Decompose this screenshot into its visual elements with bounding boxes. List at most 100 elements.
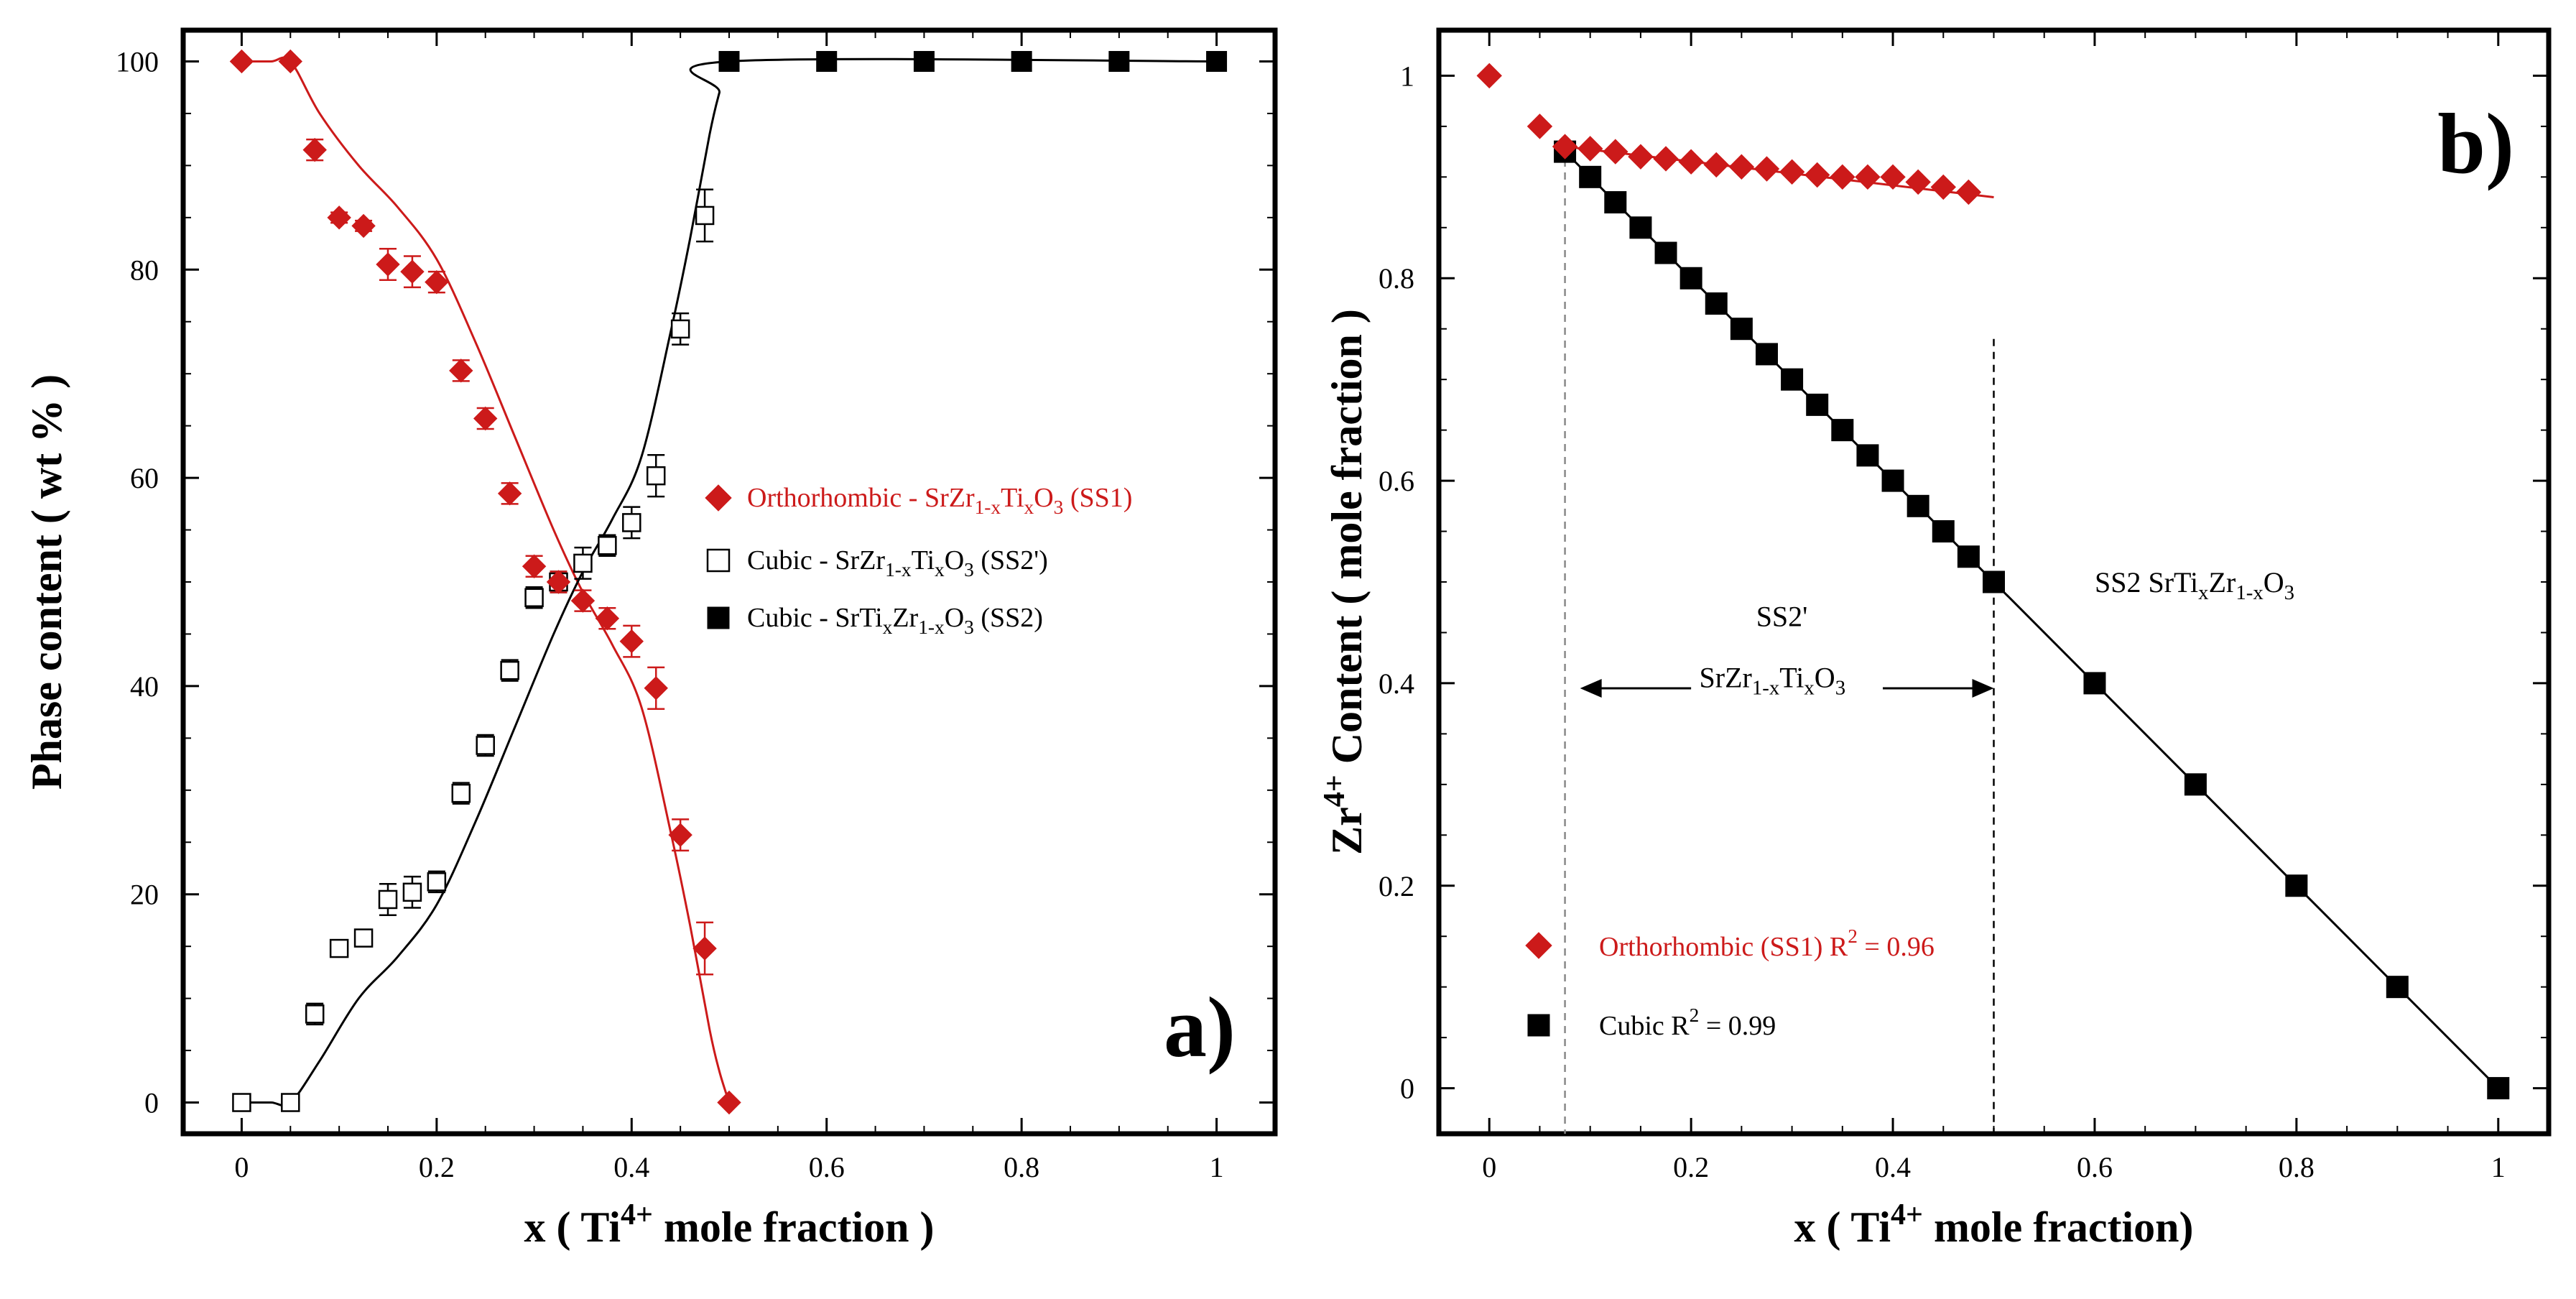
cubic-point	[1781, 368, 1804, 391]
legend-label-ss1-part: O	[1034, 483, 1053, 513]
x-axis-title-part: x ( Ti	[1794, 1203, 1891, 1251]
ss1-point	[692, 936, 717, 961]
legend-label-ss1-part: 1-x	[975, 496, 1001, 518]
legend-label-cubic-part: Cubic R	[1599, 1011, 1690, 1041]
legend-marker-ss1	[1525, 932, 1552, 959]
y-tick-label: 0.4	[1379, 667, 1414, 700]
panel-label: a)	[1164, 979, 1236, 1075]
ss1-point	[619, 629, 644, 654]
legend-label-ss1-part: Orthorhombic - SrZr	[747, 483, 975, 513]
ss2-point	[913, 50, 935, 72]
legend: Orthorhombic - SrZr1-xTixO3 (SS1)Cubic -…	[705, 483, 1132, 638]
x-tick-label: 0.4	[613, 1151, 649, 1183]
cubic-point	[2285, 874, 2308, 897]
ss1-point	[302, 137, 327, 162]
legend-label-ss1-part: (SS1)	[1063, 483, 1132, 513]
panel-label: b)	[2437, 96, 2514, 191]
cubic-point	[1730, 318, 1753, 341]
panel-b: 0 0.2 0.4 0.6 0.8 100.20.40.60.81x ( Ti4+ mol…	[1318, 27, 2552, 1251]
ss1-point	[1930, 174, 1956, 200]
ss2p-point	[476, 736, 495, 755]
ss2-point	[718, 50, 740, 72]
legend-label-ss2-part: Cubic - SrTi	[747, 603, 883, 633]
legend-label-ss2-part: 3	[964, 616, 974, 638]
ss1-point	[1703, 152, 1729, 178]
ss1-point	[327, 205, 351, 230]
ss2p-point	[329, 938, 349, 958]
ss1-point	[1603, 139, 1628, 165]
ss1-point	[570, 588, 596, 613]
x-axis-title: x ( Ti4+ mole fraction )	[524, 1198, 935, 1251]
legend-label-cubic-part: 2	[1690, 1004, 1700, 1026]
y-axis-title: Phase content ( wt % )	[23, 374, 70, 790]
x-axis-title-sup: 4+	[621, 1198, 653, 1231]
panel-a: 0 0.2 0.4 0.6 0.8 1 0 20 40 60 80 100 x ( Ti4+ mole …	[23, 27, 1278, 1251]
legend-label-ss1: Orthorhombic (SS1) R2 = 0.96	[1599, 925, 1935, 962]
legend-label-ss1-part: 2	[1848, 925, 1858, 947]
cubic-point	[1755, 343, 1778, 366]
legend-label-ss1-part: Ti	[1001, 483, 1024, 513]
legend-marker-ss1	[705, 484, 732, 512]
ss1-point	[1678, 149, 1704, 175]
y-tick-label: 0.8	[1379, 262, 1414, 295]
ss1-point	[425, 269, 449, 295]
legend-label-ss2: Cubic - SrTixZr1-xO3 (SS2)	[747, 603, 1043, 638]
legend-label-ss2p-part: O	[945, 545, 964, 575]
cubic-point	[1806, 393, 1829, 416]
ss2p-point	[451, 783, 471, 803]
ss2-region-label-part: SS2 SrTi	[2095, 566, 2198, 598]
legend-label-cubic-part: = 0.99	[1699, 1011, 1776, 1041]
ss1-point	[1476, 63, 1502, 89]
cubic-point	[2184, 773, 2207, 796]
ss1-point	[1526, 114, 1553, 139]
y-tick-label: 40	[130, 670, 159, 703]
ss2-region-label-part: Zr	[2209, 566, 2236, 598]
plot-frame	[180, 27, 1278, 1137]
ss2p-point	[573, 553, 593, 573]
legend-label-ss1-part: Orthorhombic (SS1) R	[1599, 932, 1848, 962]
ss1-point	[229, 49, 254, 74]
ss2p-point	[232, 1093, 251, 1112]
legend-label-ss2p: Cubic - SrZr1-xTixO3 (SS2')	[747, 545, 1048, 581]
ss2p-range-arrowhead-left	[1580, 678, 1602, 698]
cubic-point	[1604, 191, 1627, 214]
ss1-point	[1628, 144, 1654, 170]
cubic-point	[1856, 444, 1879, 467]
ss1-point	[1552, 134, 1578, 160]
ss1-point	[1955, 179, 1982, 205]
y-axis-title: Zr4+ Content ( mole fraction )	[1318, 309, 1371, 855]
x-tick-label: 0.8	[2279, 1151, 2315, 1183]
ss2p-region-formula: SrZr1-xTixO3	[1700, 662, 1846, 700]
ss2-point	[1206, 50, 1228, 72]
cubic-point	[1906, 494, 1929, 517]
ss1-point	[546, 570, 571, 594]
cubic-point	[1579, 165, 1602, 188]
legend-label-ss2-part: Zr	[892, 603, 918, 633]
legend-label-ss2-part: O	[945, 603, 964, 633]
legend-label-ss1-part: x	[1024, 496, 1034, 518]
ss2p-point	[670, 319, 690, 339]
x-tick-label: 0.6	[809, 1151, 845, 1183]
legend-label-ss1-part: = 0.96	[1858, 932, 1935, 962]
ss1-point	[449, 359, 473, 383]
cubic-point	[1654, 241, 1677, 264]
y-tick-label: 20	[130, 879, 159, 911]
cubic-point	[1705, 292, 1728, 315]
legend-label-ss2p-part: 3	[964, 559, 974, 581]
ss2p-point	[524, 588, 544, 607]
ss2p-region-formula-part: O	[1815, 662, 1835, 694]
y-tick-label: 0	[144, 1087, 159, 1119]
ss1-point	[1653, 146, 1679, 172]
legend-marker-cubic	[1527, 1014, 1550, 1037]
cubic-point	[1831, 419, 1854, 442]
ss2p-point	[378, 889, 398, 910]
x-axis-title-part: x ( Ti	[524, 1203, 621, 1251]
ss2p-region-formula-part: 1-x	[1752, 677, 1780, 700]
ss2-region-label: SS2 SrTixZr1-xO3	[2095, 566, 2294, 604]
ss2-point	[816, 50, 838, 72]
ss1-point	[1804, 162, 1830, 188]
cubic-point	[1680, 267, 1702, 290]
ss2p-point	[622, 513, 641, 532]
cubic-point	[2386, 976, 2409, 999]
cubic-point	[1957, 545, 1980, 568]
